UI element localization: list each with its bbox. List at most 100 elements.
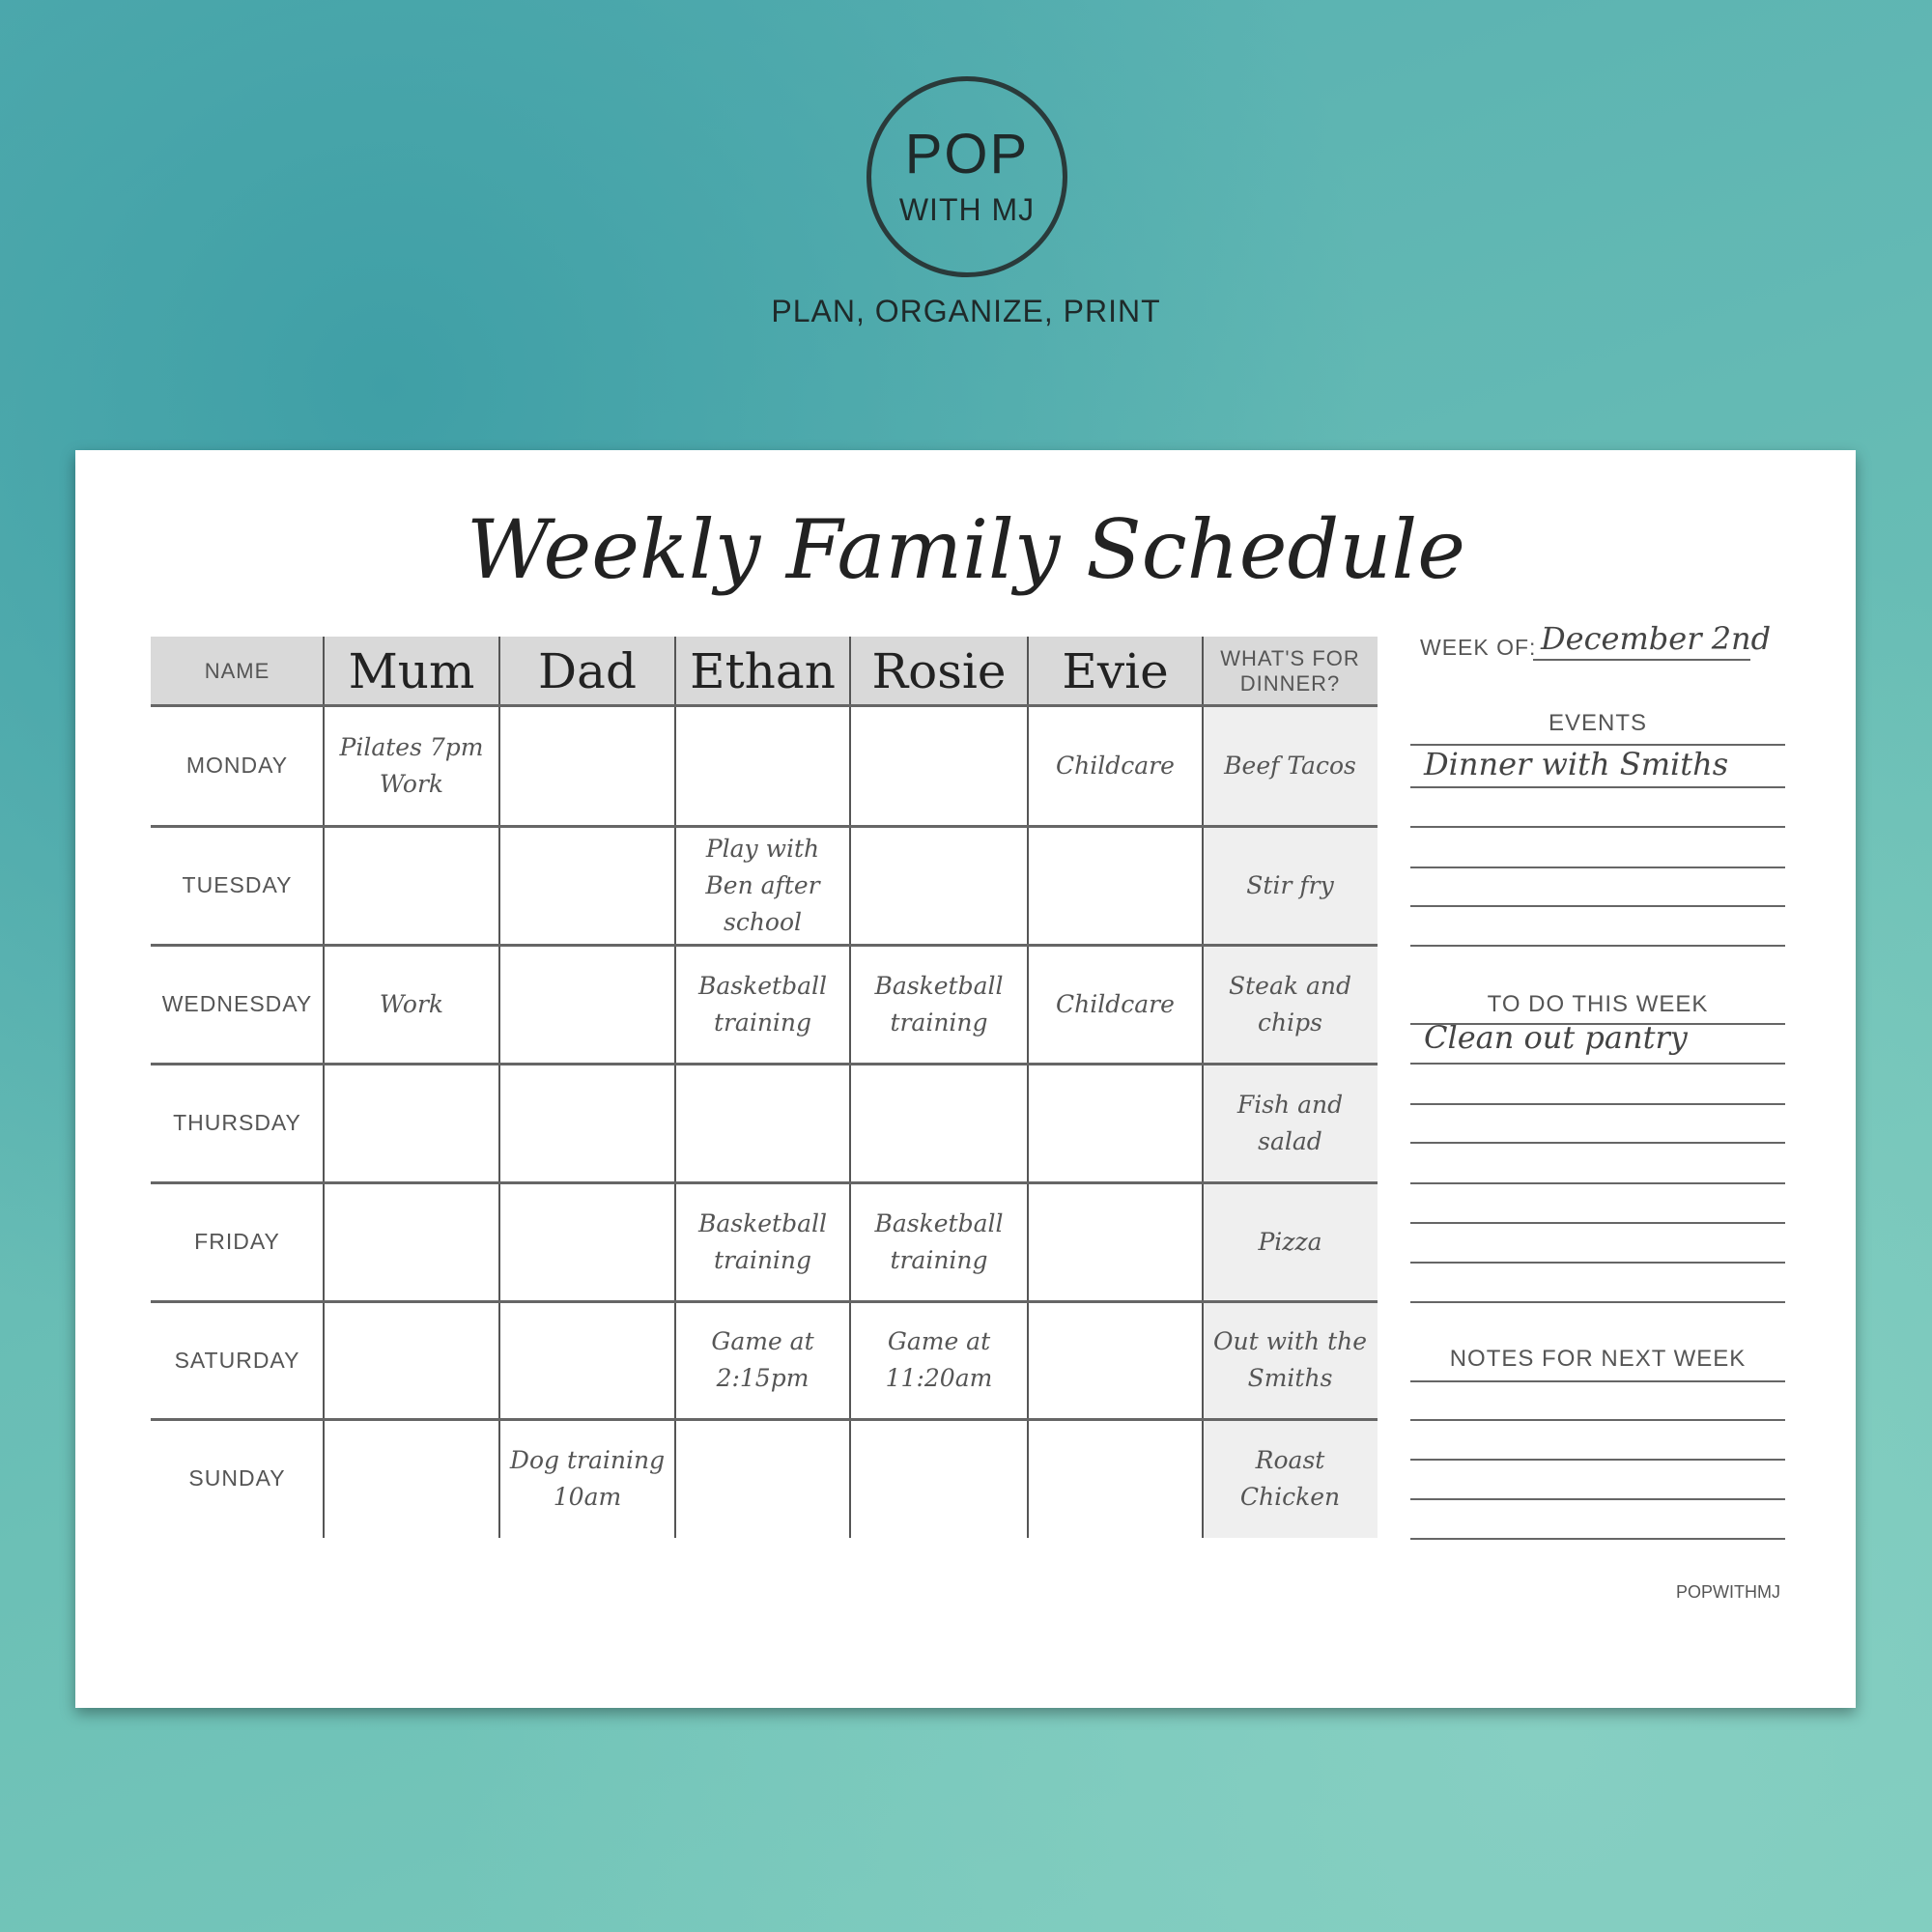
day-label: SATURDAY [151,1301,324,1419]
schedule-cell: Basketball training [850,1182,1028,1301]
header-member: Mum [324,637,499,705]
day-label-text: THURSDAY [173,1110,301,1135]
schedule-cell: Childcare [1028,945,1203,1064]
schedule-cell: Basketball training [675,945,850,1064]
header-member-text: Mum [348,642,475,699]
week-of-value: December 2nd [1541,620,1772,657]
column-divider [674,637,676,1538]
column-divider [1202,637,1204,1538]
schedule-cell-text: Game at 11:20am [885,1327,993,1392]
todo-label: TO DO THIS WEEK [1487,991,1709,1017]
writing-line [1410,1222,1785,1224]
event-item: Dinner with Smiths [1424,746,1729,782]
schedule-cell: Dog training 10am [499,1419,675,1538]
dinner-cell: Beef Tacos [1203,705,1378,826]
writing-line [1410,1459,1785,1461]
row-divider [151,1063,1378,1065]
dinner-cell-text: Pizza [1258,1227,1322,1256]
writing-line [1410,826,1785,828]
schedule-cell: Game at 11:20am [850,1301,1028,1419]
schedule-cell [1028,1301,1203,1419]
column-divider [849,637,851,1538]
writing-line [1410,1182,1785,1184]
tagline: PLAN, ORGANIZE, PRINT [771,294,1161,328]
writing-line [1410,945,1785,947]
header-dinner: WHAT'S FOR DINNER? [1203,637,1378,705]
schedule-cell-text: Basketball training [698,971,827,1037]
schedule-cell [324,1301,499,1419]
schedule-cell-text: Childcare [1056,751,1175,780]
dinner-cell-text: Stir fry [1246,870,1334,899]
day-label: WEDNESDAY [151,945,324,1064]
schedule-cell [850,826,1028,945]
writing-line [1410,1063,1785,1065]
schedule-cell [499,705,675,826]
schedule-cell: Basketball training [675,1182,850,1301]
header-member: Rosie [850,637,1028,705]
header-name: NAME [151,637,324,705]
writing-line [1410,1023,1785,1025]
day-label-text: WEDNESDAY [161,991,313,1016]
day-label-text: MONDAY [185,753,289,778]
schedule-cell [850,705,1028,826]
writing-line [1410,1538,1785,1540]
schedule-cell [499,826,675,945]
dinner-cell-text: Out with the Smiths [1212,1327,1368,1392]
dinner-cell: Fish and salad [1203,1064,1378,1182]
dinner-cell-text: Fish and salad [1236,1090,1344,1155]
writing-line [1410,1498,1785,1500]
schedule-cell: Childcare [1028,705,1203,826]
schedule-cell [324,1182,499,1301]
dinner-cell-text: Steak and chips [1229,971,1351,1037]
header-member-text: Rosie [871,642,1007,699]
schedule-cell [675,1064,850,1182]
schedule-cell-text: Childcare [1056,989,1175,1018]
header-member: Evie [1028,637,1203,705]
day-label-text: SUNDAY [188,1465,286,1491]
writing-line [1410,1142,1785,1144]
schedule-cell [675,705,850,826]
row-divider [151,1300,1378,1303]
header-dinner-text: WHAT'S FOR DINNER? [1220,645,1360,696]
schedule-cell [850,1064,1028,1182]
schedule-cell-text: Dog training 10am [509,1445,666,1511]
schedule-cell [499,1301,675,1419]
row-divider [151,1181,1378,1184]
writing-line [1410,1262,1785,1264]
logo-line2: WITH MJ [898,192,1036,227]
header-member-text: Evie [1062,642,1169,699]
writing-line [1410,1103,1785,1105]
logo-line1: POP [904,123,1030,185]
schedule-cell: Work [324,945,499,1064]
day-label: SUNDAY [151,1419,324,1538]
schedule-cell [499,945,675,1064]
writing-line [1410,786,1785,788]
schedule-cell: Play with Ben after school [675,826,850,945]
events-label: EVENTS [1548,710,1648,736]
todo-item: Clean out pantry [1424,1019,1688,1056]
schedule-cell [850,1419,1028,1538]
schedule-cell-text: Work [379,989,444,1018]
header-member-text: Ethan [690,642,836,699]
week-of-line [1533,659,1750,661]
schedule-cell [1028,826,1203,945]
dinner-cell: Steak and chips [1203,945,1378,1064]
schedule-cell [499,1182,675,1301]
schedule-cell [1028,1064,1203,1182]
dinner-cell: Pizza [1203,1182,1378,1301]
schedule-cell: Pilates 7pm Work [324,705,499,826]
dinner-cell: Roast Chicken [1203,1419,1378,1538]
footer-brand: POPWITHMJ [1676,1582,1780,1602]
schedule-cell [324,826,499,945]
header-member: Dad [499,637,675,705]
day-label: FRIDAY [151,1182,324,1301]
page-title: Weekly Family Schedule [467,502,1465,597]
brand-logo: POP WITH MJ [867,76,1067,277]
day-label-text: SATURDAY [174,1347,300,1373]
writing-line [1410,744,1785,746]
schedule-cell [324,1419,499,1538]
header-member: Ethan [675,637,850,705]
row-divider [151,944,1378,947]
dinner-cell: Stir fry [1203,826,1378,945]
row-divider [151,704,1378,707]
